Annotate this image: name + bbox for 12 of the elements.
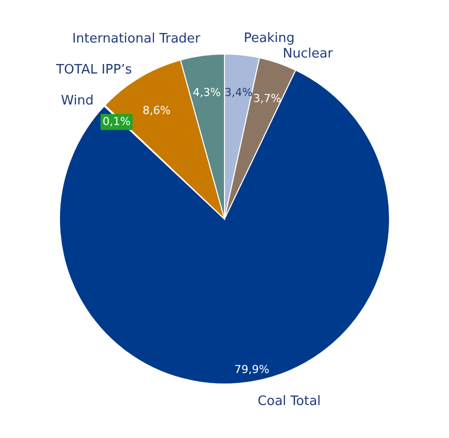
slice-label: Nuclear [282, 46, 334, 62]
data-label: 4,3% [192, 86, 221, 100]
slice-label: International Trader [72, 32, 201, 47]
data-label: 79,9% [234, 362, 270, 376]
data-label: 3,7% [253, 92, 282, 106]
data-label: 3,4% [224, 86, 253, 99]
slice-label: Wind [61, 93, 94, 108]
slice-label: TOTAL IPP’s [55, 62, 132, 78]
slice-label: Coal Total [258, 394, 321, 409]
data-label: 8,6% [142, 104, 171, 117]
data-label: 0,1% [102, 115, 131, 128]
slice-label: Peaking [244, 31, 295, 46]
